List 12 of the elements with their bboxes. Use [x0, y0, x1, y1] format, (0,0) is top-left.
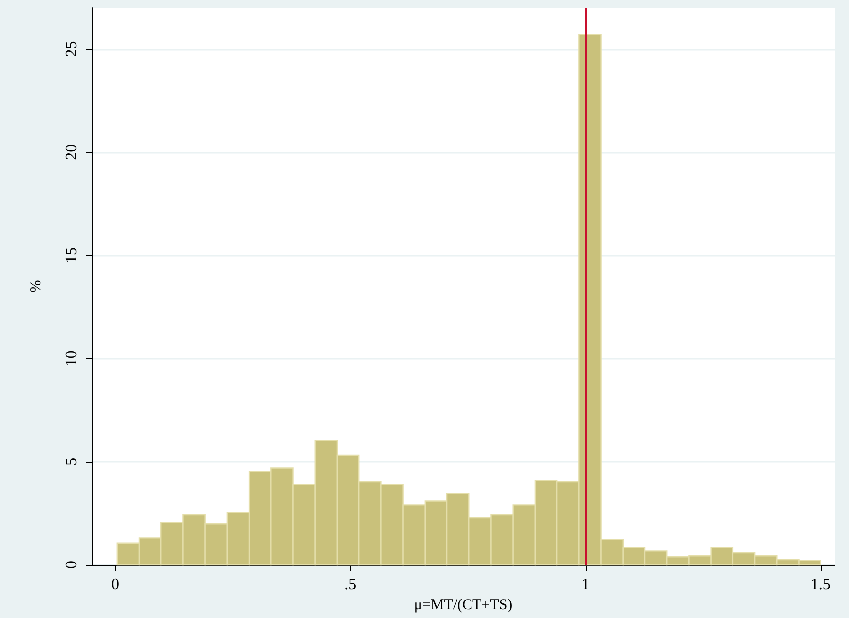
y-tick-label: 15	[64, 248, 80, 264]
y-tick-label: 10	[64, 350, 80, 367]
x-tick-label: 1	[582, 576, 590, 594]
y-axis-title: %	[28, 280, 44, 293]
y-tick-label: 0	[64, 561, 80, 569]
y-tick-label: 5	[64, 458, 80, 466]
x-tick-label: .5	[344, 576, 357, 594]
y-tick-label: 20	[64, 144, 80, 160]
x-tick-label: 0	[112, 576, 120, 594]
y-tick-label: 25	[64, 41, 80, 58]
x-tick-label: 1.5	[810, 576, 831, 594]
x-axis-title: μ=MT/(CT+TS)	[414, 597, 513, 614]
